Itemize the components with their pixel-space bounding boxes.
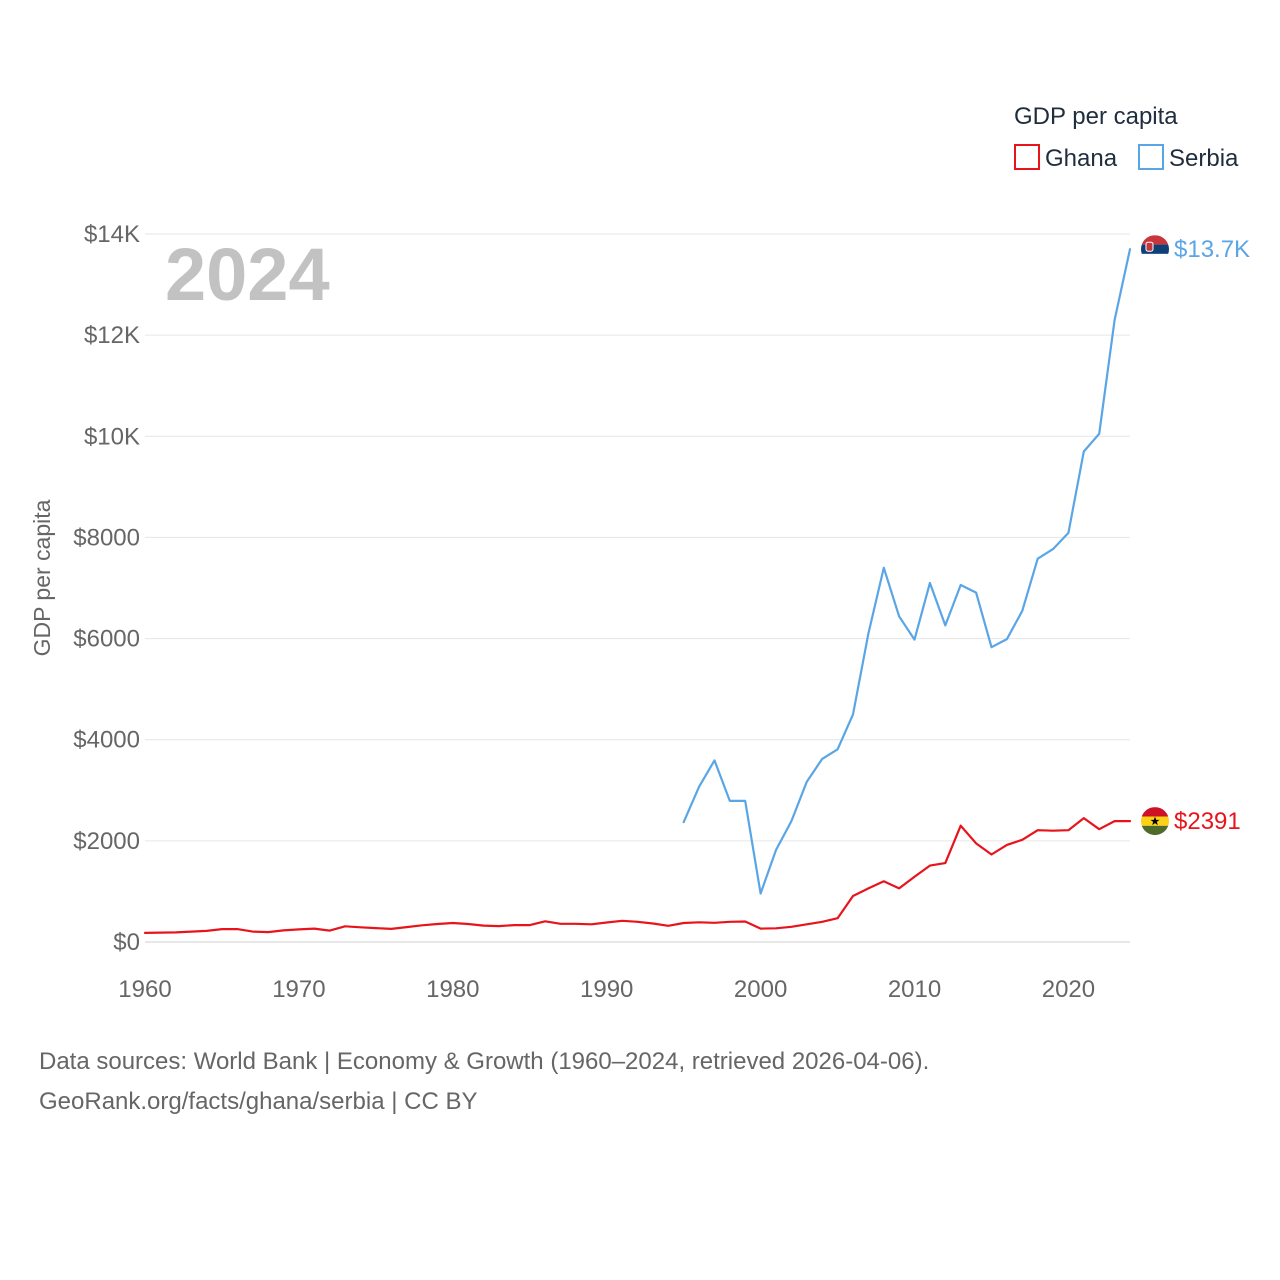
y-tick-label: $4000 — [73, 727, 140, 754]
serbia-end-value-label: $13.7K — [1174, 236, 1250, 263]
legend-item-serbia[interactable]: Serbia — [1138, 144, 1239, 172]
legend-title: GDP per capita — [1014, 103, 1178, 130]
x-tick-label: 2000 — [734, 976, 787, 1003]
series-line-serbia — [682, 248, 1132, 895]
series-lines — [143, 248, 1132, 935]
x-tick-label: 2010 — [888, 976, 941, 1003]
legend: GDP per capita Ghana Serbia — [1014, 103, 1239, 172]
x-tick-label: 1970 — [272, 976, 325, 1003]
legend-label-ghana: Ghana — [1045, 145, 1118, 172]
y-axis-title: GDP per capita — [29, 499, 55, 656]
x-tick-label: 1990 — [580, 976, 633, 1003]
ghana-end-value-label: $2391 — [1174, 808, 1241, 835]
x-axis-ticks: 1960 1970 1980 1990 2000 2010 2020 — [118, 976, 1095, 1003]
y-tick-label: $8000 — [73, 524, 140, 551]
y-tick-label: $14K — [84, 221, 140, 248]
source-footer: Data sources: World Bank | Economy & Gro… — [39, 1042, 929, 1122]
x-tick-label: 2020 — [1042, 976, 1095, 1003]
series-line-ghana — [143, 816, 1132, 935]
serbia-flag-icon — [1141, 235, 1169, 264]
x-tick-label: 1980 — [426, 976, 479, 1003]
legend-swatch-ghana — [1014, 144, 1040, 170]
y-tick-label: $0 — [113, 929, 140, 956]
legend-label-serbia: Serbia — [1169, 145, 1239, 172]
y-tick-label: $2000 — [73, 828, 140, 855]
gridlines — [145, 233, 1130, 943]
y-tick-label: $6000 — [73, 626, 140, 653]
y-axis-ticks: $0 $2000 $4000 $6000 $8000 $10K $12K $14K — [73, 221, 140, 956]
year-watermark: 2024 — [165, 233, 330, 316]
source-note: Data sources: World Bank | Economy & Gro… — [39, 1048, 930, 1075]
legend-swatch-serbia — [1138, 144, 1164, 170]
x-tick-label: 1960 — [118, 976, 171, 1003]
y-tick-label: $10K — [84, 423, 140, 450]
legend-item-ghana[interactable]: Ghana — [1014, 144, 1118, 172]
source-link[interactable]: GeoRank.org/facts/ghana/serbia | CC BY — [39, 1088, 478, 1115]
y-tick-label: $12K — [84, 322, 140, 349]
ghana-flag-icon — [1141, 807, 1169, 836]
